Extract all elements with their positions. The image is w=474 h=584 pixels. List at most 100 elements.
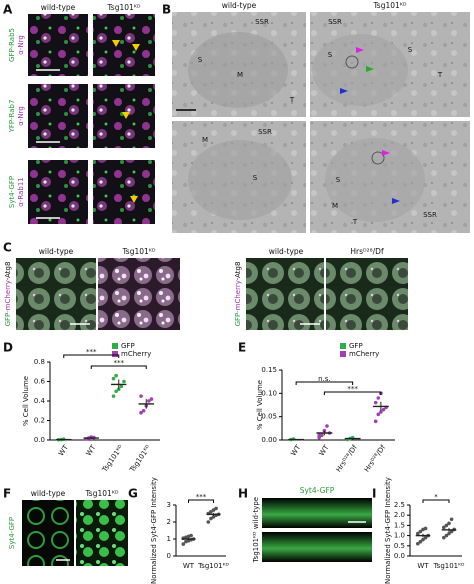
y-axis-label: Normalized Syt4-GFP Intensity [384,477,392,584]
panel-label: D [3,341,13,355]
micrograph [22,500,74,566]
data-point [416,541,420,546]
data-point [181,542,186,546]
x-tick-label: WT [57,443,70,457]
data-point [373,400,378,405]
data-point [209,516,213,521]
y-axis-label: % Cell Volume [22,376,30,426]
y-tick-label: 2.0 [394,511,405,519]
x-tick-label: Tsg101ᴷᴰ [197,562,229,570]
y-tick-label: 1.0 [394,532,405,540]
data-point [114,373,118,378]
row-label: α-Rab11 [17,177,25,207]
column-header: wild-type [39,247,74,256]
data-point [317,433,321,438]
micrograph [93,84,155,148]
y-axis-label: % Cell Volume [256,380,264,430]
arrowhead [392,198,400,204]
column-header: wild-type [269,247,304,256]
panel-label: B [162,3,171,17]
data-point [376,396,381,400]
panel-label: G [128,487,138,501]
side-label-part: GFP- [234,310,242,327]
em-annotation: T [437,71,443,79]
data-point [122,379,126,384]
y-tick-label: 0.8 [34,358,45,366]
em-annotation: T [289,96,295,104]
legend-label: mCherry [349,350,379,358]
column-header: Hrsᴰ²⁸/Df [350,247,384,256]
y-tick-label: 1.5 [394,521,405,529]
em-annotation: T [352,218,358,226]
data-point [447,531,451,536]
column-header: Tsg101ᴷᴰ [106,3,140,12]
data-point [111,394,116,398]
arrowhead [112,40,120,47]
micrograph [262,498,372,528]
data-point [449,529,454,534]
x-tick-label: WT [417,562,429,570]
x-tick-label: Tsg101ᴷᴰ [433,562,465,570]
x-tick-label: WT [85,443,98,457]
y-tick-label: 3 [167,501,171,509]
data-point [206,520,211,524]
data-point [114,389,118,394]
micrograph [93,14,155,76]
em-annotation: M [237,71,243,79]
em-annotation: S [198,56,203,64]
em-annotation: S [408,46,413,54]
em-annotation: SSR [328,18,342,26]
em-annotation: SSR [258,128,272,136]
data-point [444,523,449,528]
data-point [376,412,381,417]
em-annotation: S [328,51,333,59]
em-annotation: SSR [255,18,269,26]
y-tick-label: 0.10 [261,389,277,397]
legend-label: GFP [349,342,363,350]
y-tick-label: 0.05 [261,413,277,421]
y-tick-label: 0.5 [394,542,405,550]
y-tick-label: 0.15 [261,366,277,374]
row-label: YFP-Rab7 [8,100,16,134]
x-tick-label: Tsg101ᴷᴰ [128,443,153,474]
significance-label: *** [86,348,97,356]
micrograph [16,258,96,330]
panel-label: I [372,487,376,501]
side-label-part: GFP- [4,310,12,327]
data-point [442,525,446,530]
image-panels [16,12,470,566]
significance-label: *** [114,359,125,367]
data-point [147,399,151,403]
data-point [211,508,216,512]
significance-bracket [63,354,120,358]
y-tick-label: 2 [167,518,171,526]
micrograph [262,532,372,562]
side-label-part: -Atg8 [234,262,242,281]
bouton [188,32,288,108]
side-label: GFP-mCherry-Atg8 [234,262,242,327]
data-point [421,537,425,542]
y-tick-label: 0.0 [34,436,45,444]
x-tick-label: Hrsᴰ²⁸/Df [335,443,360,473]
micrograph [98,258,180,330]
y-axis-label: Normalized Syt4-GFP Intensity [150,477,158,584]
legend-swatch [112,351,118,357]
data-point [319,433,324,438]
arrowhead [382,150,390,156]
column-header: wild-type [31,489,66,498]
significance-label: *** [347,385,358,393]
row-label: Tsg101ᴷᴰ [252,531,260,563]
legend-swatch [340,343,346,349]
arrowhead [366,66,374,72]
data-point [189,533,193,538]
data-point [141,408,146,413]
em-annotation: S [336,176,341,184]
data-point [418,539,423,544]
data-point [325,424,329,428]
row-label: α-Nrg [17,35,25,55]
significance-bracket [422,499,450,503]
side-label: GFP-mCherry-Atg8 [4,262,12,327]
data-point [418,529,423,534]
em-annotation: S [253,174,258,182]
